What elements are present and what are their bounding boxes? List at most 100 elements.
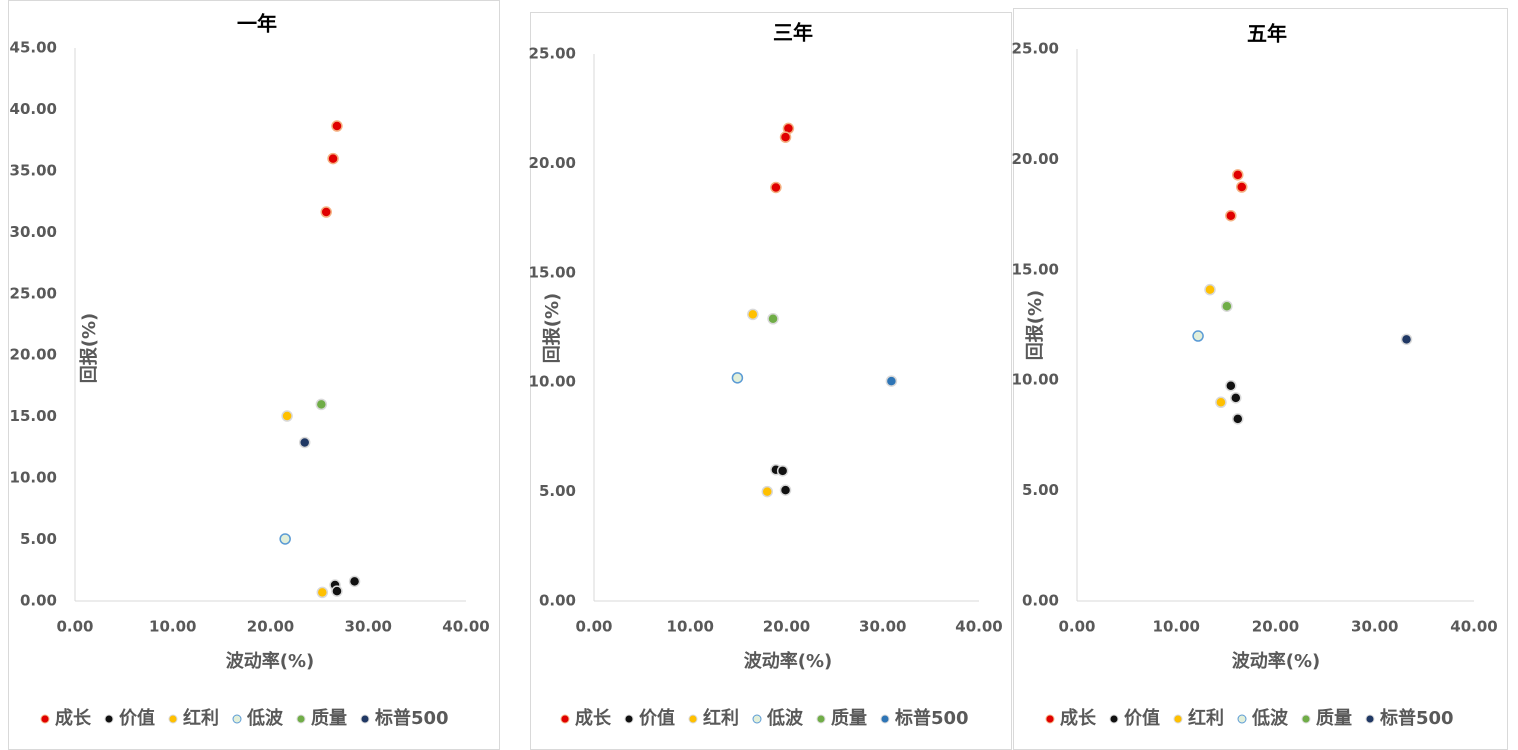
scatter-point [761, 485, 773, 498]
legend-marker [880, 714, 890, 724]
y-tick-label: 15.00 [529, 263, 576, 281]
x-tick-label: 20.00 [763, 618, 810, 636]
x-tick-label: 40.00 [442, 618, 489, 636]
y-tick-label: 0.00 [20, 592, 57, 610]
scatter-point [1225, 379, 1237, 392]
y-tick-label: 20.00 [529, 154, 576, 172]
x-tick-label: 20.00 [1252, 618, 1299, 636]
y-tick-label: 5.00 [1022, 481, 1059, 499]
legend-label: 标普500 [1379, 707, 1454, 729]
legend-marker [1365, 714, 1375, 724]
legend-label: 低波 [246, 707, 284, 729]
legend-marker [624, 714, 634, 724]
y-tick-label: 0.00 [539, 592, 576, 610]
scatter-point [731, 372, 744, 384]
scatter-point [281, 410, 293, 422]
y-tick-label: 20.00 [1012, 150, 1059, 168]
y-tick-label: 45.00 [10, 39, 57, 57]
legend-label: 红利 [703, 707, 739, 729]
panel-border [1013, 8, 1508, 750]
legend-label: 质量 [831, 707, 867, 729]
scatter-point [1230, 392, 1242, 404]
legend-marker [296, 714, 306, 724]
y-tick-label: 25.00 [529, 45, 576, 63]
scatter-point [331, 585, 343, 597]
scatter-point [331, 120, 343, 132]
legend-marker [1109, 714, 1119, 724]
scatter-point [779, 484, 792, 496]
x-axis-title: 波动率(%) [744, 650, 833, 672]
y-tick-label: 25.00 [10, 284, 57, 302]
legend-label: 质量 [1316, 707, 1352, 729]
scatter-point [316, 586, 329, 599]
legend-label: 价值 [1124, 707, 1160, 729]
scatter-point [1221, 300, 1233, 312]
x-tick-label: 20.00 [247, 618, 294, 636]
y-tick-label: 10.00 [1012, 371, 1059, 389]
x-tick-label: 40.00 [955, 618, 1002, 636]
scatter-point [779, 131, 792, 143]
y-tick-label: 15.00 [1012, 260, 1059, 278]
legend-label: 标普500 [894, 707, 969, 729]
y-tick-label: 10.00 [529, 373, 576, 391]
legend-label: 价值 [639, 707, 675, 729]
legend-marker [168, 714, 178, 724]
x-tick-label: 0.00 [1058, 618, 1095, 636]
y-tick-label: 15.00 [10, 407, 57, 425]
legend-marker [104, 714, 114, 724]
legend-marker [1237, 714, 1247, 724]
scatter-point [770, 181, 782, 194]
scatter-point [885, 375, 898, 387]
legend-marker [688, 714, 698, 724]
legend-marker [560, 714, 570, 724]
y-tick-label: 10.00 [10, 469, 57, 487]
y-tick-label: 40.00 [10, 100, 57, 118]
y-tick-label: 5.00 [539, 482, 576, 500]
legend-marker [1301, 714, 1311, 724]
scatter-point [1215, 396, 1227, 409]
y-axis-title: 回报(%) [78, 313, 100, 384]
y-tick-label: 20.00 [10, 346, 57, 364]
x-tick-label: 30.00 [345, 618, 392, 636]
scatter-point [327, 152, 339, 165]
legend-label: 红利 [1188, 707, 1224, 729]
x-axis-title: 波动率(%) [1232, 650, 1321, 672]
scatter-point [1192, 330, 1204, 342]
y-tick-label: 5.00 [20, 530, 57, 548]
scatter-point [1225, 209, 1237, 222]
scatter-point [298, 436, 311, 449]
x-tick-label: 40.00 [1450, 618, 1497, 636]
legend-label: 标普500 [374, 707, 449, 729]
y-tick-label: 30.00 [10, 223, 57, 241]
legend-marker [752, 714, 762, 724]
x-axis-title: 波动率(%) [226, 650, 315, 672]
legend-label: 成长 [1060, 707, 1097, 729]
y-tick-label: 35.00 [10, 161, 57, 179]
scatter-point [320, 206, 332, 218]
x-tick-label: 30.00 [1351, 618, 1398, 636]
scatter-point [1232, 413, 1244, 425]
scatter-point [1236, 181, 1248, 193]
scatter-point [1204, 283, 1216, 296]
x-tick-label: 0.00 [56, 618, 93, 636]
y-tick-label: 25.00 [1012, 40, 1059, 58]
scatter-point [747, 308, 759, 321]
x-tick-label: 10.00 [1153, 618, 1200, 636]
scatter-point [279, 533, 291, 545]
chart-title: 五年 [1247, 22, 1287, 46]
chart-title: 一年 [237, 12, 277, 36]
legend-marker [360, 714, 370, 724]
legend-marker [1173, 714, 1183, 724]
chart-title: 三年 [773, 21, 813, 45]
legend-label: 质量 [311, 707, 347, 729]
legend-marker [40, 714, 50, 724]
y-tick-label: 0.00 [1022, 592, 1059, 610]
scatter-point [1232, 169, 1244, 181]
scatter-point [1400, 333, 1413, 346]
x-tick-label: 10.00 [667, 618, 714, 636]
scatter-point [767, 312, 779, 325]
y-axis-title: 回报(%) [541, 293, 563, 364]
scatter-point [776, 465, 789, 477]
legend-label: 成长 [55, 707, 92, 729]
